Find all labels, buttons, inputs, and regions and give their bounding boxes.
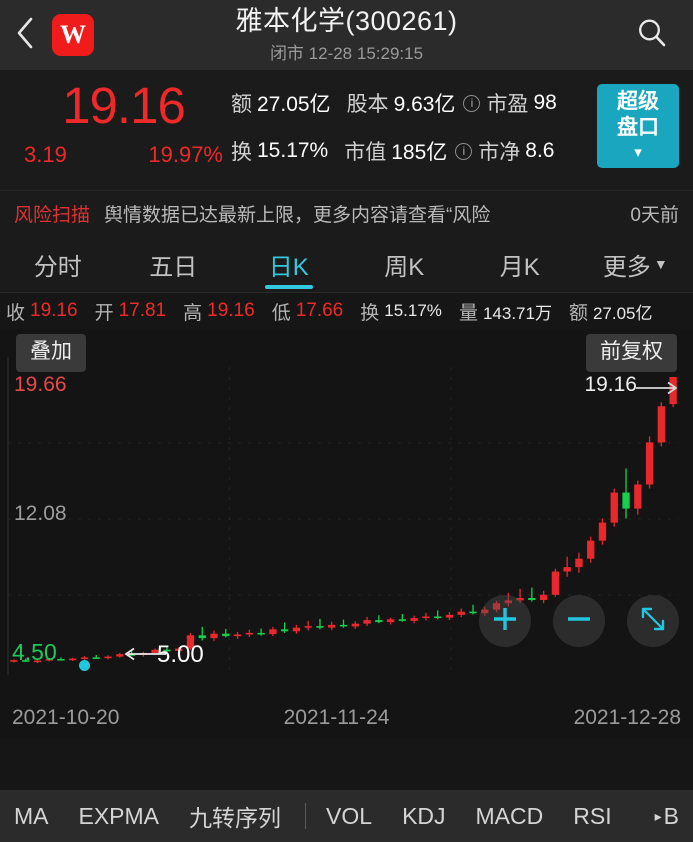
tab-label: 周K xyxy=(384,253,425,281)
page-title: 雅本化学(300261) xyxy=(235,5,458,36)
stats-row-2: 换 15.17% 市值 185亿 i 市净 8.6 xyxy=(231,136,677,166)
tab-daily-k[interactable]: 日K xyxy=(231,236,347,292)
tab-label: 日K xyxy=(268,253,309,281)
chart-period-tabs: 分时 五日 日K 周K 月K 更多 ▼ xyxy=(0,236,693,293)
candlestick-chart[interactable]: 叠加 前复权 19.66 12.08 4.50 19.16 5.00 xyxy=(0,329,693,739)
chart-toolbar: 叠加 前复权 xyxy=(0,334,693,372)
zoom-in-button[interactable] xyxy=(479,595,531,647)
minus-icon xyxy=(565,605,593,638)
market-status: 闭市 12-28 15:29:15 xyxy=(269,44,424,64)
zoom-out-button[interactable] xyxy=(553,595,605,647)
stat-value-market-cap: 185亿 xyxy=(391,141,448,164)
risk-scan-time: 0天前 xyxy=(630,205,679,226)
date-axis: 2021-10-20 2021-11-24 2021-12-28 xyxy=(0,703,693,733)
triangle-right-icon: ▸ xyxy=(654,807,662,824)
info-icon-pe[interactable]: i xyxy=(463,94,481,112)
selection-dot-icon xyxy=(79,660,90,671)
risk-scan-tag: 风险扫描 xyxy=(14,205,91,226)
ohlc-value-turnover-rate: 15.17% xyxy=(384,301,442,320)
tab-label: 更多 xyxy=(602,253,651,281)
date-tick-end: 2021-12-28 xyxy=(573,706,681,729)
date-tick-mid: 2021-11-24 xyxy=(283,706,390,729)
chevron-down-icon: ▾ xyxy=(634,144,642,162)
tab-monthly-k[interactable]: 月K xyxy=(462,236,578,292)
search-button[interactable] xyxy=(629,12,675,58)
fullscreen-button[interactable] xyxy=(627,595,679,647)
risk-scan-text: 舆情数据已达最新上限，更多内容请查看“风险 xyxy=(104,205,491,226)
date-tick-start: 2021-10-20 xyxy=(12,706,120,729)
stat-label-share-capital: 股本 xyxy=(346,93,389,116)
indicator-divider xyxy=(305,803,307,829)
stat-label-turnover-amount: 额 xyxy=(231,93,252,116)
stat-value-turnover-rate: 15.17% xyxy=(257,139,329,162)
tab-minute[interactable]: 分时 xyxy=(0,236,116,292)
indicator-ma[interactable]: MA xyxy=(14,802,49,829)
ohlc-label-volume: 量 xyxy=(458,302,478,324)
price-column: 19.16 3.19 19.97% xyxy=(16,80,231,168)
ohlc-value-low: 17.66 xyxy=(295,300,344,321)
ohlc-label-amount: 额 xyxy=(568,302,588,324)
chevron-left-icon xyxy=(14,16,38,55)
ohlc-label-high: 高 xyxy=(183,302,203,324)
indicator-more-button[interactable]: ▸ B xyxy=(655,803,679,830)
price-change: 3.19 xyxy=(24,142,67,168)
risk-scan-bar[interactable]: 风险扫描 舆情数据已达最新上限，更多内容请查看“风险 0天前 xyxy=(0,190,693,236)
overlay-button[interactable]: 叠加 xyxy=(16,334,86,372)
caret-down-icon: ▼ xyxy=(653,256,668,272)
tab-five-day[interactable]: 五日 xyxy=(116,236,232,292)
app-header: W 雅本化学(300261) 闭市 12-28 15:29:15 xyxy=(0,0,693,70)
indicator-more-label: B xyxy=(663,802,679,829)
last-price-arrow-icon xyxy=(636,381,678,395)
ohlc-value-amount: 27.05亿 xyxy=(592,303,653,323)
back-button[interactable] xyxy=(0,16,52,55)
super-orderbook-label-2: 盘口 xyxy=(617,115,659,139)
super-orderbook-label-1: 超级 xyxy=(617,90,659,114)
ohlc-value-high: 19.16 xyxy=(207,300,255,321)
chart-zoom-controls xyxy=(479,595,679,647)
ohlc-value-close: 19.16 xyxy=(30,300,78,321)
indicator-kdj[interactable]: KDJ xyxy=(402,802,446,829)
indicator-bar: MA EXPMA 九转序列 VOL KDJ MACD RSI ▸ B xyxy=(0,790,693,842)
indicator-vol[interactable]: VOL xyxy=(326,802,373,829)
ohlc-value-open: 17.81 xyxy=(118,300,167,321)
info-icon-pb[interactable]: i xyxy=(455,142,473,160)
ohlc-label-open: 开 xyxy=(94,302,114,324)
ohlc-label-turnover-rate: 换 xyxy=(360,302,380,324)
ohlc-value-volume: 143.71万 xyxy=(482,303,552,323)
super-orderbook-button[interactable]: 超级 盘口 ▾ xyxy=(597,84,679,168)
ohlc-label-close: 收 xyxy=(6,302,26,324)
stat-label-pe: 市盈 xyxy=(486,93,529,116)
title-block: 雅本化学(300261) 闭市 12-28 15:29:15 xyxy=(0,0,693,70)
stat-value-turnover-amount: 27.05亿 xyxy=(257,93,331,116)
indicator-jiuzhuan[interactable]: 九转序列 xyxy=(189,805,282,831)
tab-label: 月K xyxy=(499,253,540,281)
price-change-percent: 19.97% xyxy=(148,142,223,168)
last-price: 19.16 xyxy=(62,77,186,134)
indicator-rsi[interactable]: RSI xyxy=(573,802,612,829)
ohlc-summary-row: 收 19.16 开 17.81 高 19.16 低 17.66 换 15.17% 量 143… xyxy=(0,293,693,329)
stat-value-pe: 98 xyxy=(533,91,557,114)
adjust-price-button[interactable]: 前复权 xyxy=(586,334,677,372)
tab-label: 五日 xyxy=(149,253,198,281)
indicator-expma[interactable]: EXPMA xyxy=(78,802,160,829)
marker-price-arrow-icon xyxy=(124,647,166,661)
indicator-macd[interactable]: MACD xyxy=(475,802,544,829)
stat-value-share-capital: 9.63亿 xyxy=(393,93,456,116)
stat-label-turnover-rate: 换 xyxy=(231,141,252,164)
stat-value-pb: 8.6 xyxy=(525,139,555,162)
chart-canvas xyxy=(7,357,679,675)
quote-panel: 19.16 3.19 19.97% 额 27.05亿 股本 9.63亿 i 市盈… xyxy=(0,70,693,190)
stats-row-1: 额 27.05亿 股本 9.63亿 i 市盈 98 xyxy=(231,88,677,118)
plus-icon xyxy=(491,605,519,638)
app-logo[interactable]: W xyxy=(52,14,94,56)
search-icon xyxy=(636,17,668,54)
tab-weekly-k[interactable]: 周K xyxy=(347,236,463,292)
expand-icon xyxy=(639,605,667,638)
stat-label-market-cap: 市值 xyxy=(344,141,387,164)
stats-column: 额 27.05亿 股本 9.63亿 i 市盈 98 换 15.17% 市值 18… xyxy=(231,80,677,166)
ohlc-label-low: 低 xyxy=(271,302,291,324)
tab-more[interactable]: 更多 ▼ xyxy=(578,236,693,292)
tab-label: 分时 xyxy=(33,253,82,281)
stat-label-pb: 市净 xyxy=(478,141,521,164)
